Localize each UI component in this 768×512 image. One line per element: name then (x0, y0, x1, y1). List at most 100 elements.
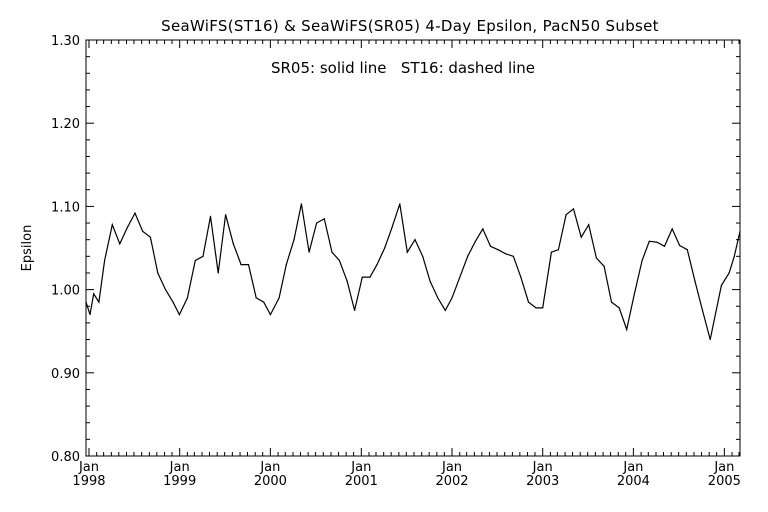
data-point-sr05 (414, 239, 416, 241)
data-point-sr05 (679, 244, 681, 247)
x-tick-year-label: 1999 (163, 474, 196, 489)
series-layer (85, 203, 741, 341)
data-point-sr05 (126, 226, 129, 228)
data-point-sr05 (240, 264, 242, 266)
data-point-sr05 (225, 214, 227, 216)
data-point-sr05 (728, 272, 730, 274)
data-point-sr05 (93, 293, 95, 295)
data-point-sr05 (572, 208, 575, 210)
data-point-sr05 (588, 224, 590, 226)
data-point-sr05 (686, 249, 688, 251)
data-point-sr05 (104, 259, 106, 262)
data-point-sr05 (422, 255, 424, 257)
x-tick-month-label: Jan (78, 460, 99, 475)
data-point-sr05 (482, 228, 484, 230)
data-point-sr05 (512, 255, 514, 257)
data-point-sr05 (98, 301, 100, 303)
data-point-sr05 (671, 228, 673, 230)
data-point-sr05 (331, 251, 333, 253)
chart-title: SeaWiFS(ST16) & SeaWiFS(SR05) 4-Day Epsi… (161, 17, 659, 35)
x-tick-year-label: 1998 (72, 474, 105, 489)
data-point-sr05 (565, 214, 567, 216)
data-point-sr05 (308, 251, 310, 253)
data-point-sr05 (437, 297, 439, 299)
data-point-sr05 (505, 253, 507, 255)
data-point-sr05 (648, 240, 650, 242)
x-axis-ticks: Jan1998Jan1999Jan2000Jan2001Jan2002Jan20… (72, 40, 741, 489)
data-point-sr05 (542, 307, 544, 309)
x-tick-year-label: 2004 (617, 474, 650, 489)
data-point-sr05 (489, 245, 492, 247)
data-point-sr05 (164, 289, 167, 291)
data-point-sr05 (232, 243, 234, 245)
data-point-sr05 (550, 251, 553, 253)
data-point-sr05 (557, 249, 559, 251)
data-point-sr05 (406, 251, 408, 253)
data-point-sr05 (580, 236, 582, 238)
data-point-sr05 (134, 212, 136, 214)
data-point-sr05 (278, 297, 280, 299)
line-style-annotation: SR05: solid line ST16: dashed line (271, 59, 535, 77)
data-point-sr05 (172, 301, 174, 303)
y-axis-label: Epsilon (20, 225, 35, 272)
data-point-sr05 (527, 301, 530, 303)
data-point-sr05 (618, 307, 620, 309)
data-point-sr05 (217, 272, 219, 274)
data-point-sr05 (701, 309, 704, 311)
x-tick-year-label: 2003 (526, 474, 559, 489)
plot-area-frame (85, 39, 741, 457)
data-point-sr05 (178, 313, 181, 316)
data-point-sr05 (520, 276, 522, 278)
data-point-sr05 (444, 309, 446, 311)
data-point-sr05 (85, 301, 87, 303)
data-point-sr05 (269, 313, 271, 316)
data-point-sr05 (338, 259, 341, 262)
data-point-sr05 (247, 264, 250, 266)
data-point-sr05 (663, 245, 666, 247)
x-tick-month-label: Jan (441, 460, 462, 475)
y-tick-label: 1.20 (51, 117, 80, 132)
x-tick-month-label: Jan (532, 460, 553, 475)
data-point-sr05 (467, 255, 469, 257)
y-axis-ticks: 0.80 0.90 1.00 1.10 1.20 1.30 (51, 34, 740, 465)
data-point-sr05 (626, 328, 628, 331)
data-point-sr05 (656, 241, 658, 243)
data-point-sr05 (641, 259, 643, 262)
data-point-sr05 (603, 265, 605, 267)
data-point-sr05 (451, 297, 453, 299)
data-point-sr05 (157, 272, 159, 274)
data-point-sr05 (391, 226, 393, 228)
data-point-sr05 (429, 280, 431, 282)
data-point-sr05 (142, 230, 144, 232)
data-point-sr05 (709, 338, 711, 341)
data-point-sr05 (111, 224, 113, 226)
x-tick-month-label: Jan (622, 460, 643, 475)
data-point-sr05 (384, 247, 386, 249)
data-point-sr05 (497, 249, 499, 251)
series-line-sr05 (85, 203, 741, 340)
data-point-sr05 (285, 264, 287, 266)
data-point-sr05 (149, 236, 151, 238)
y-tick-label: 1.30 (51, 34, 80, 49)
data-point-sr05 (595, 257, 597, 259)
data-point-sr05 (89, 313, 91, 316)
data-point-sr05 (263, 301, 265, 303)
data-point-sr05 (354, 309, 356, 311)
data-point-sr05 (202, 255, 204, 257)
data-point-sr05 (255, 297, 257, 299)
y-tick-label: 0.80 (51, 450, 80, 465)
data-point-sr05 (361, 276, 363, 278)
x-tick-month-label: Jan (350, 460, 371, 475)
data-point-sr05 (739, 230, 741, 232)
data-point-sr05 (633, 293, 635, 295)
data-point-sr05 (535, 307, 537, 309)
data-point-sr05 (194, 259, 196, 262)
data-point-sr05 (610, 301, 613, 303)
x-tick-year-label: 2002 (435, 474, 468, 489)
data-point-sr05 (720, 284, 722, 287)
x-tick-month-label: Jan (259, 460, 280, 475)
data-point-sr05 (346, 280, 348, 282)
data-point-sr05 (369, 276, 371, 278)
data-point-sr05 (694, 280, 696, 282)
y-tick-label: 0.90 (51, 367, 80, 382)
